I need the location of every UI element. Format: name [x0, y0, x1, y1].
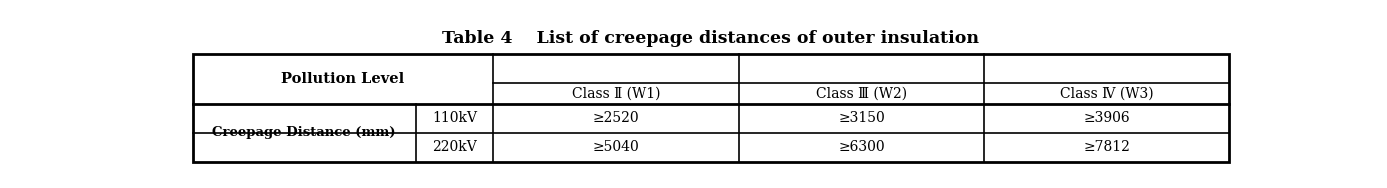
Text: Creepage Distance (mm): Creepage Distance (mm)	[212, 126, 395, 139]
Text: ≥3150: ≥3150	[838, 111, 885, 125]
Text: Class Ⅳ (W3): Class Ⅳ (W3)	[1060, 86, 1154, 100]
Text: ≥2520: ≥2520	[592, 111, 639, 125]
Text: Class Ⅲ (W2): Class Ⅲ (W2)	[816, 86, 907, 100]
Text: Class Ⅱ (W1): Class Ⅱ (W1)	[571, 86, 660, 100]
Bar	[193, 54, 1229, 161]
Text: Table 4    List of creepage distances of outer insulation: Table 4 List of creepage distances of ou…	[442, 30, 979, 47]
Text: 220kV: 220kV	[431, 140, 477, 154]
Text: ≥5040: ≥5040	[592, 140, 639, 154]
Text: Pollution Level: Pollution Level	[282, 72, 405, 86]
Text: 110kV: 110kV	[431, 111, 477, 125]
Text: ≥6300: ≥6300	[838, 140, 885, 154]
Text: ≥7812: ≥7812	[1083, 140, 1130, 154]
Text: ≥3906: ≥3906	[1083, 111, 1130, 125]
